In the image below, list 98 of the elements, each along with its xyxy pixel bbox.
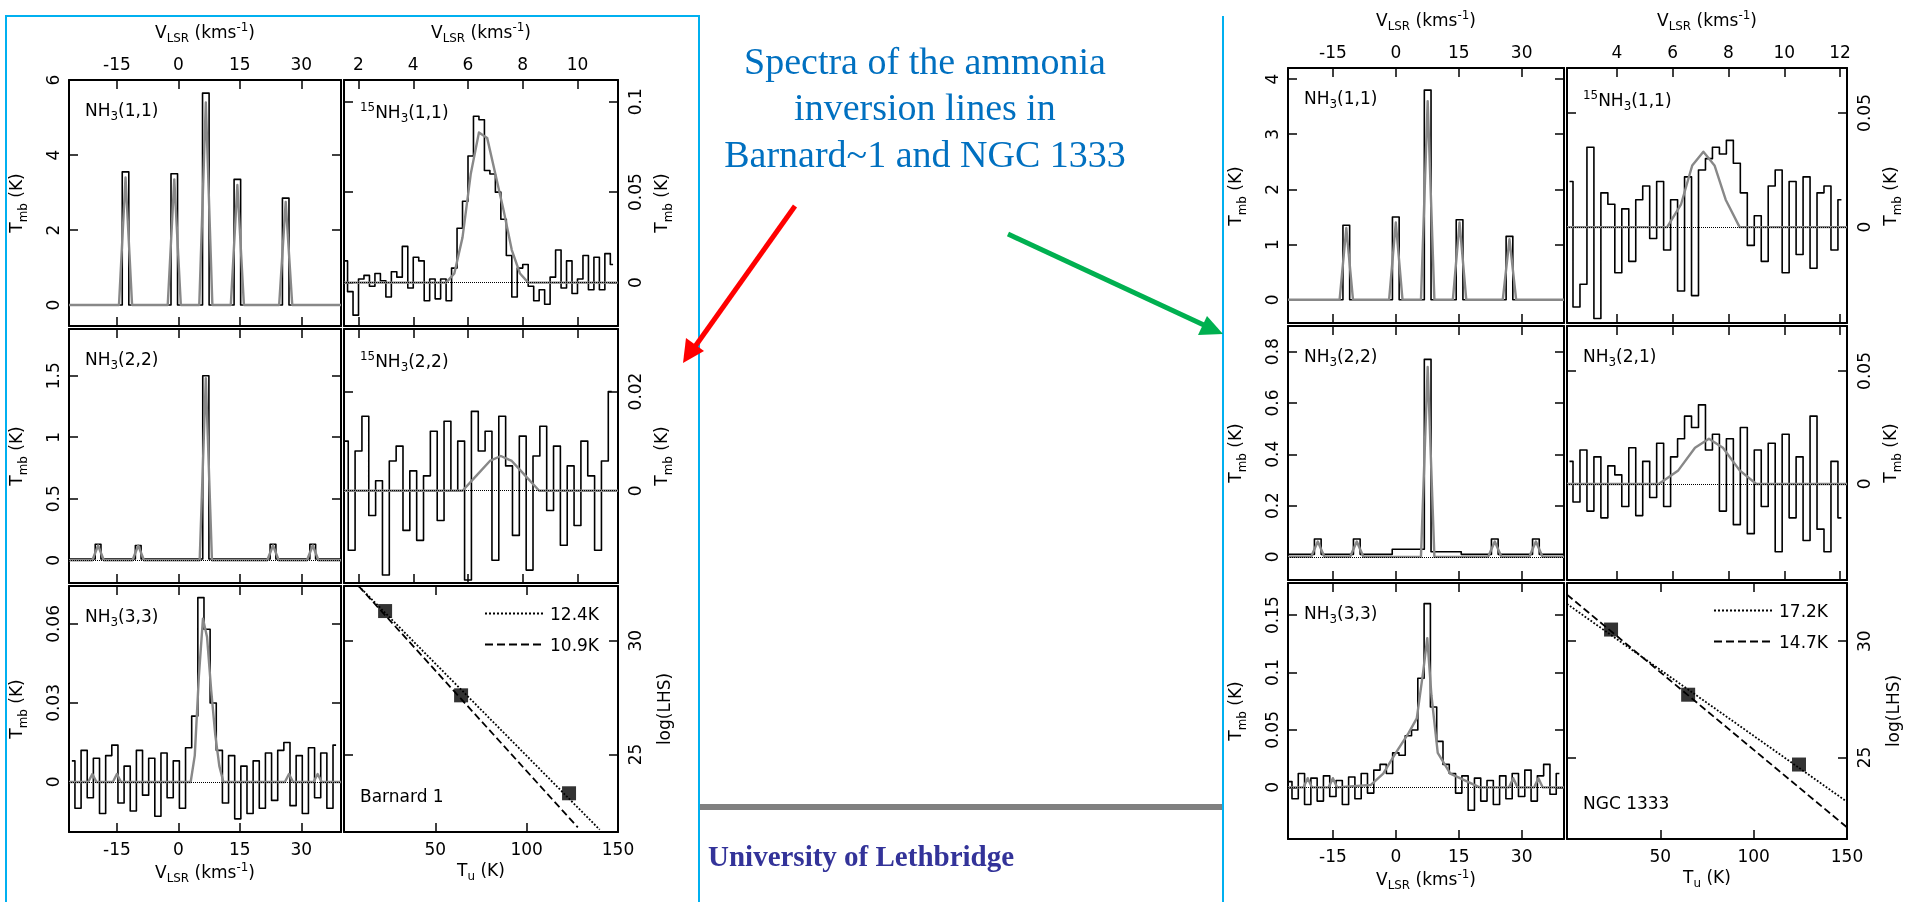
x2-tick-label: 30 [1510,41,1533,62]
y2-tick-label: 30 [624,629,645,652]
y-tick-label: 0.8 [1261,338,1282,366]
x2-tick-label: 8 [517,53,529,74]
x-tick-label: 100 [510,838,543,859]
y2-tick-label: 0.1 [624,88,645,116]
y-tick-label: 0 [1261,294,1282,306]
x2-axis-title: V$_{LSR}$ (kms$^{-1}$) [1657,8,1757,34]
text: NH$_{3}$(1,1) [1304,88,1378,112]
y2-tick-label: 0 [1853,478,1874,490]
x-tick-label: 30 [290,838,313,859]
y2-tick-label: 0 [624,485,645,497]
y2-tick-label: 30 [1853,630,1874,652]
legend-label: 14.7K [1779,631,1829,652]
x-tick-label: 150 [601,838,635,859]
x-axis-title: V$_{LSR}$ (kms$^{-1}$) [1376,867,1476,893]
y-tick-label: 2 [42,224,63,236]
x-axis-title: T$_{u}$ (K) [1683,867,1731,891]
text: University of Lethbridge [708,840,1015,872]
y-tick-label: 0.03 [42,684,63,722]
y-tick-label: 0 [42,776,63,788]
y2-tick-label: 0.05 [1853,352,1874,390]
x2-tick-label: 4 [407,53,419,74]
y-tick-label: 6 [42,74,63,86]
x2-tick-label: 15 [1447,41,1470,62]
y-tick-label: 1 [1261,239,1282,251]
text: NH$_{3}$(2,1) [1583,346,1657,370]
legend-label: 12.4K [550,603,600,624]
x-tick-label: -15 [1318,845,1347,866]
x2-tick-label: 15 [229,53,251,74]
x2-tick-label: 6 [1667,41,1679,62]
x2-axis-title: V$_{LSR}$ (kms$^{-1}$) [1376,8,1476,34]
y-tick-label: 1.5 [42,362,63,390]
x2-tick-label: 0 [172,53,184,74]
x2-tick-label: -15 [103,53,131,74]
x-tick-label: 50 [424,838,447,859]
y-tick-label: 0.2 [1261,492,1282,520]
y2-axis-title: log(LHS) [1882,674,1903,748]
x2-tick-label: 10 [566,53,589,74]
y2-tick-label: 25 [1853,746,1874,769]
x2-axis-title: V$_{LSR}$ (kms$^{-1}$) [155,20,255,46]
x-tick-label: 0 [172,838,184,859]
y2-tick-label: 0 [1853,221,1874,233]
x-axis-title: T$_{u}$ (K) [457,860,505,884]
y2-tick-label: 25 [624,743,645,766]
x2-axis-title: V$_{LSR}$ (kms$^{-1}$) [431,20,531,46]
x-tick-label: 0 [1390,845,1402,866]
x-tick-label: 15 [1447,845,1470,866]
y-tick-label: 0 [42,299,63,311]
y-tick-label: 1 [42,431,63,443]
text: NH$_{3}$(2,2) [1304,346,1378,370]
text: NH$_{3}$(3,3) [85,606,159,630]
x2-tick-label: 0 [1390,41,1402,62]
y-tick-label: 0.05 [1261,711,1282,749]
text: $^{15}$NH$_{3}$(2,2) [360,349,449,375]
text: $^{15}$NH$_{3}$(1,1) [1583,88,1672,114]
x2-tick-label: 8 [1723,41,1734,62]
text: Spectra of the ammonia inversion lines in Barnard~1 and NGC 1333 [723,39,1127,177]
x-tick-label: 150 [1830,845,1864,866]
y-tick-label: 4 [42,149,63,161]
y-tick-label: 0.06 [42,605,63,643]
text: NH$_{3}$(3,3) [1304,603,1378,627]
x-axis-title: V$_{LSR}$ (kms$^{-1}$) [155,860,255,886]
x2-tick-label: 4 [1611,41,1623,62]
y-tick-label: 0.4 [1261,440,1282,468]
x-tick-label: 15 [229,838,251,859]
y-tick-label: 3 [1261,128,1282,140]
x-tick-label: 100 [1737,845,1770,866]
annotation: NGC 1333 [1583,793,1670,813]
y2-axis-title: log(LHS) [653,672,674,746]
y-tick-label: 0 [1261,551,1282,563]
y2-tick-label: 0 [624,277,645,288]
x2-tick-label: 10 [1773,41,1796,62]
x-tick-label: 30 [1510,845,1533,866]
annotation: Barnard 1 [360,786,444,806]
legend-label: 10.9K [550,634,600,655]
y2-tick-label: 0.05 [1853,94,1874,132]
text: NH$_{3}$(2,2) [85,349,159,373]
legend-label: 17.2K [1779,600,1829,621]
text: NH$_{3}$(1,1) [85,100,159,124]
y-tick-label: 0.6 [1261,389,1282,417]
x-tick-label: -15 [103,838,131,859]
y2-tick-label: 0.02 [624,372,645,411]
y-tick-label: 0.1 [1261,659,1282,687]
y-tick-label: 0.15 [1261,596,1282,635]
x2-tick-label: 30 [290,53,313,74]
y-tick-label: 0 [1261,781,1282,793]
x2-tick-label: 12 [1829,41,1851,62]
x2-tick-label: -15 [1318,41,1347,62]
text: $^{15}$NH$_{3}$(1,1) [360,100,449,126]
y2-tick-label: 0.05 [624,173,645,212]
y-tick-label: 4 [1261,73,1282,85]
y-tick-label: 2 [1261,184,1282,195]
x-tick-label: 50 [1649,845,1672,866]
x2-tick-label: 6 [462,53,474,74]
x2-tick-label: 2 [353,53,364,74]
y-tick-label: 0 [42,554,63,566]
y-tick-label: 0.5 [42,485,63,513]
